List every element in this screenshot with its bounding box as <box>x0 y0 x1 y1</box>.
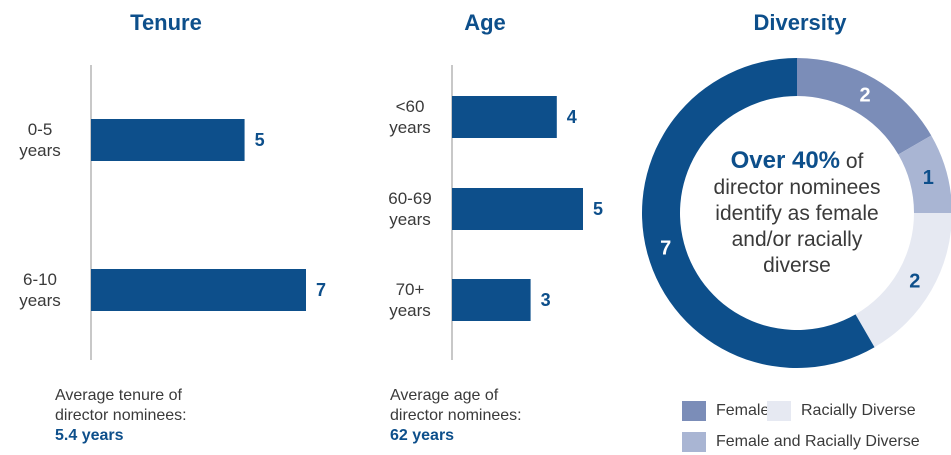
chart-title: Tenure <box>130 10 202 35</box>
value-label: 2 <box>859 85 870 107</box>
chart-title: Age <box>464 10 506 35</box>
value-label: 1 <box>923 167 934 189</box>
note-text: Average age of director nominees: <box>390 387 522 424</box>
value-label: 7 <box>316 280 326 300</box>
legend-label: Racially Diverse <box>801 402 916 419</box>
legend-label: Female <box>716 402 770 419</box>
legend-item: Female <box>682 400 769 422</box>
donut-slice <box>642 58 875 369</box>
bar <box>452 279 531 321</box>
note-text: Average tenure of director nominees: <box>55 387 187 424</box>
bar <box>452 188 583 230</box>
note-value: 62 years <box>390 427 455 444</box>
bar <box>91 119 245 161</box>
donut-slice <box>898 135 951 213</box>
category-label: 0-5 years <box>19 120 61 160</box>
category-label: 6-10 years <box>19 270 61 310</box>
center-body: of director nominees identify as female … <box>713 150 881 277</box>
center-text: Over 40% of director nominees identify a… <box>697 148 897 279</box>
value-label: 5 <box>255 130 265 150</box>
center-bold: Over 40% <box>730 147 841 174</box>
legend-item: Female and Racially Diverse <box>682 431 920 453</box>
legend-swatch <box>682 431 706 452</box>
value-label: 3 <box>541 290 551 310</box>
bar <box>452 96 557 138</box>
value-label: 5 <box>593 199 603 219</box>
footnote: Average tenure of director nominees: 5.4 … <box>55 386 207 446</box>
note-value: 5.4 years <box>55 427 124 444</box>
bar <box>91 269 306 311</box>
legend-label: Female and Racially Diverse <box>716 433 920 450</box>
legend-item: Racially Diverse <box>767 400 916 422</box>
legend-swatch <box>682 400 706 421</box>
category-label: 70+ years <box>389 280 431 320</box>
category-label: <60 years <box>389 97 431 137</box>
value-label: 4 <box>567 107 577 127</box>
value-label: 2 <box>909 270 920 292</box>
value-label: 7 <box>660 237 671 259</box>
category-label: 60-69 years <box>388 189 432 229</box>
chart-title: Diversity <box>753 10 847 35</box>
legend-swatch <box>767 400 791 421</box>
donut-slice <box>855 213 951 348</box>
donut-slice <box>797 58 932 155</box>
footnote: Average age of director nominees: 62 year… <box>390 386 542 446</box>
